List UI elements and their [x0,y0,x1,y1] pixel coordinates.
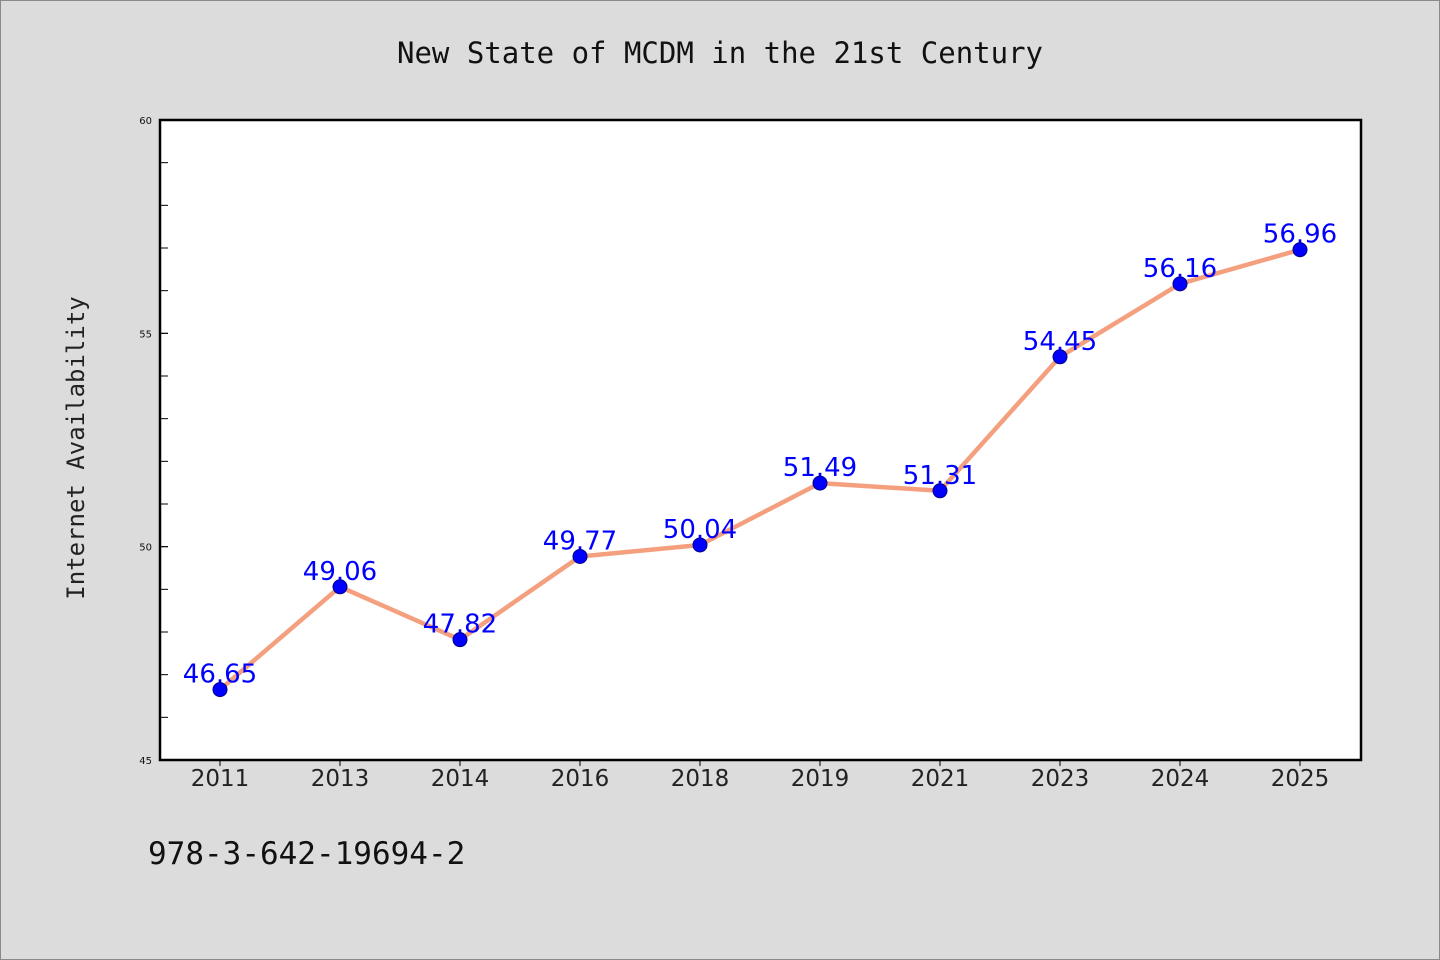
y-tick-label: 50 [139,543,152,554]
x-tick-label: 2013 [311,766,370,792]
series-line [217,247,1303,692]
data-point [212,682,228,698]
x-tick-label: 2018 [671,766,730,792]
chart-title: New State of MCDM in the 21st Century [397,36,1043,70]
data-label: 50.04 [663,515,737,545]
y-tick-label: 60 [139,116,152,127]
data-label: 49.77 [543,526,617,556]
data-label: 51.49 [783,453,857,483]
plot-area [158,118,1363,762]
y-tick-label: 55 [139,329,152,340]
x-tick-label: 2014 [431,766,490,792]
data-point [452,632,468,648]
x-tick-label: 2025 [1271,766,1330,792]
data-label: 46.65 [183,660,257,690]
x-tick-label: 2024 [1151,766,1210,792]
data-label: 51.31 [903,461,977,491]
data-point [1052,349,1068,365]
data-point [1292,242,1308,258]
data-point [812,475,828,491]
y-tick-label: 45 [139,756,152,767]
x-tick-label: 2019 [791,766,850,792]
footer-isbn: 978-3-642-19694-2 [148,836,465,872]
x-tick-label: 2023 [1031,766,1090,792]
y-axis-label: Internet Availability [62,296,90,599]
series-layer [212,242,1308,698]
x-tick-label: 2016 [551,766,610,792]
data-point [332,579,348,595]
data-labels: 46.65 49.06 47.82 49.77 50.04 51.49 51.31 54.45… [183,220,1337,690]
data-label: 47.82 [423,610,497,640]
x-tick-label: 2021 [911,766,970,792]
data-label: 56.96 [1263,220,1337,250]
x-axis-ticks: 2011 2013 2014 2016 2018 2019 2021 2023 2024 2025 [191,760,1330,792]
data-label: 54.45 [1023,327,1097,357]
data-point [572,548,588,564]
data-label: 56.16 [1143,254,1217,284]
data-label: 49.06 [303,557,377,587]
y-axis-ticks: 45 50 55 60 [139,116,168,767]
data-point [932,483,948,499]
x-tick-label: 2011 [191,766,250,792]
data-point [692,537,708,553]
data-point [1172,276,1188,292]
